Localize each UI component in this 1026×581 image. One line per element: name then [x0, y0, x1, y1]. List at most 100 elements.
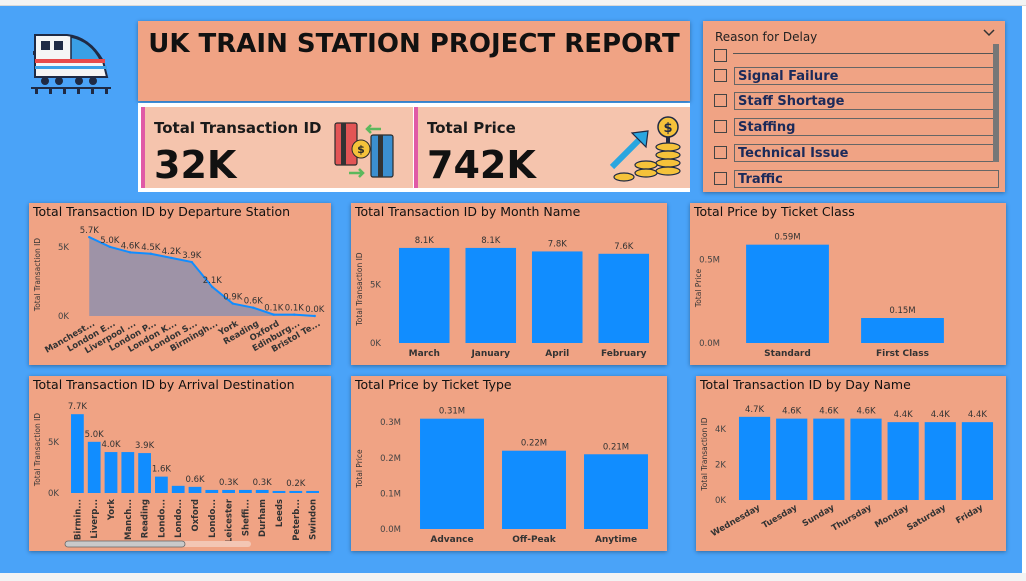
x-tick-label: First Class	[876, 349, 929, 359]
bar	[420, 418, 484, 529]
data-label: 0.6K	[185, 475, 205, 485]
chevron-down-icon[interactable]	[983, 26, 995, 42]
data-point	[231, 302, 234, 305]
bar	[861, 318, 944, 343]
bar	[813, 418, 845, 500]
data-label: 7.8K	[548, 239, 568, 249]
data-point	[149, 252, 152, 255]
series-line	[88, 236, 315, 317]
y-tick-label: 0K	[48, 489, 59, 499]
x-tick-label: April	[545, 349, 569, 359]
data-label: 0.6K	[244, 297, 264, 307]
y-tick-label: 0K	[58, 312, 69, 322]
bar	[205, 489, 219, 493]
chart-day-name: Total Transaction ID by Day Name Total T…	[696, 376, 1006, 551]
y-tick-label: 0.5M	[699, 256, 720, 266]
slicer-item-traffic[interactable]: Traffic	[713, 170, 1000, 190]
data-label: 0.59M	[774, 233, 800, 243]
kpi-label: Total Transaction ID	[154, 119, 322, 137]
data-label: 4.0K	[101, 440, 121, 450]
data-point	[293, 313, 296, 316]
data-label: 8.1K	[415, 236, 435, 246]
data-label: 0.1K	[264, 304, 284, 314]
slicer-item-technical-issue[interactable]: Technical Issue	[713, 144, 1000, 164]
data-point	[108, 245, 111, 249]
data-point	[88, 235, 91, 239]
y-axis-title: Total Transaction ID	[33, 413, 42, 487]
data-label: 1.6K	[152, 465, 172, 475]
x-tick-label: Wednesday	[710, 503, 763, 539]
chart-title: Total Price by Ticket Class	[694, 204, 855, 219]
data-label: 0.21M	[603, 442, 629, 452]
x-tick-label: Tuesday	[761, 503, 800, 531]
data-label: 0.31M	[439, 407, 465, 417]
reason-for-delay-slicer[interactable]: Reason for Delay Signal Failure Staff Sh…	[703, 21, 1005, 192]
slicer-item-staff-shortage[interactable]: Staff Shortage	[713, 92, 1000, 112]
data-label: 4.6K	[782, 407, 802, 417]
chart-arrival-destination: Total Transaction ID by Arrival Destinat…	[29, 376, 331, 551]
y-axis-title: Total Transaction ID	[33, 238, 42, 312]
x-tick-label: Manch...	[124, 499, 134, 540]
svg-text:$: $	[357, 143, 365, 156]
x-tick-label: Liverp...	[90, 499, 100, 539]
x-tick-label: Oxford	[191, 499, 201, 532]
data-label: 4.6K	[856, 407, 876, 417]
y-axis-title: Total Price	[355, 449, 364, 489]
data-label: 0.0K	[305, 305, 325, 315]
card-exchange-icon: $	[331, 119, 399, 181]
data-point	[211, 285, 214, 289]
x-tick-label: York	[107, 499, 117, 521]
slicer-item-label: Staff Shortage	[734, 92, 999, 110]
bar	[961, 422, 994, 500]
data-label: 7.7K	[68, 402, 88, 412]
checkbox[interactable]	[714, 146, 727, 159]
coins-growth-icon: $	[608, 115, 684, 185]
slicer-scrollbar[interactable]	[993, 44, 999, 162]
slicer-item-staffing[interactable]: Staffing	[713, 118, 1000, 138]
checkbox[interactable]	[714, 49, 727, 62]
y-tick-label: 5K	[48, 438, 59, 448]
page-title: UK TRAIN STATION PROJECT REPORT	[148, 29, 680, 59]
x-tick-label: Off-Peak	[512, 535, 556, 545]
data-label: 2.1K	[203, 276, 223, 286]
title-panel: UK TRAIN STATION PROJECT REPORT	[138, 21, 690, 101]
area-fill	[89, 237, 315, 316]
train-logo-icon	[27, 25, 115, 101]
bar	[465, 247, 517, 343]
x-tick-label: Peterb...	[292, 499, 302, 541]
checkbox[interactable]	[714, 69, 727, 82]
data-label: 0.3K	[219, 478, 239, 488]
bar	[398, 247, 450, 343]
checkbox[interactable]	[714, 172, 727, 185]
data-label: 4.2K	[162, 247, 182, 257]
chart-svg: Total Transaction ID 0K 5K 8.1K 8.1K 7.8K 7.6K…	[355, 236, 650, 359]
kpi-card-transactions: Total Transaction ID 32K $	[141, 107, 413, 188]
x-tick-label: Londo...	[174, 499, 184, 538]
bar	[598, 253, 650, 343]
data-label: 0.2K	[286, 479, 306, 489]
data-label: 0.22M	[521, 439, 547, 449]
y-tick-label: 0K	[715, 496, 726, 506]
data-label: 4.7K	[745, 405, 765, 415]
data-label: 4.6K	[121, 241, 141, 251]
y-axis-title: Total Transaction ID	[355, 252, 364, 326]
slicer-title: Reason for Delay	[715, 30, 818, 44]
data-label: 0.15M	[889, 306, 915, 316]
x-tick-label: March	[409, 349, 440, 359]
bar	[222, 489, 235, 493]
data-label: 4.4K	[894, 410, 914, 420]
y-tick-label: 0K	[370, 339, 381, 349]
bar	[87, 441, 101, 493]
data-label: 7.6K	[614, 242, 634, 252]
slicer-item-blank[interactable]	[713, 47, 1000, 67]
checkbox[interactable]	[714, 94, 727, 107]
data-label: 3.9K	[182, 251, 202, 261]
slicer-item-label: Signal Failure	[734, 67, 999, 85]
slicer-item-signal-failure[interactable]: Signal Failure	[713, 67, 1000, 87]
bar	[239, 489, 252, 493]
bottom-strip	[0, 573, 1026, 581]
kpi-card-price: Total Price 742K $	[414, 107, 690, 188]
checkbox[interactable]	[714, 120, 727, 133]
data-point	[190, 260, 193, 264]
x-tick-label: Anytime	[595, 535, 637, 545]
